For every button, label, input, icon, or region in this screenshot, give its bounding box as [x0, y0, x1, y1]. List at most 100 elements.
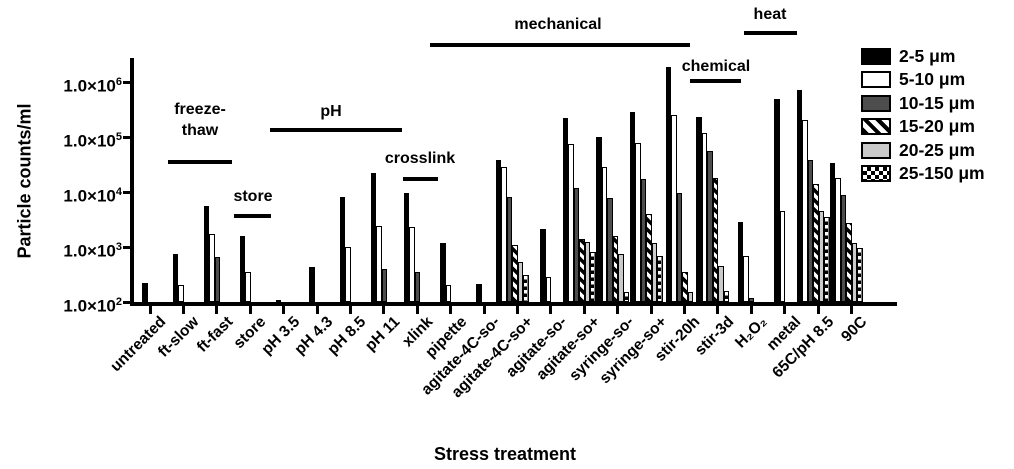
bar-cluster: [172, 253, 184, 302]
x-tick-mark: [515, 305, 519, 314]
legend-row: 20-25 μm: [861, 140, 985, 160]
bar: [339, 197, 346, 302]
y-tick-label: 1.0×102: [63, 296, 122, 316]
bar: [623, 292, 630, 302]
y-tick-mark: [123, 300, 130, 304]
bar: [601, 167, 608, 302]
x-axis-line: [130, 302, 897, 306]
y-tick-mark: [123, 190, 130, 194]
bar: [779, 211, 786, 302]
bar: [651, 242, 657, 302]
x-tick-mark: [682, 305, 686, 314]
x-tick-mark: [315, 305, 319, 314]
y-tick-mark: [123, 80, 130, 84]
bar-cluster: [540, 229, 552, 302]
y-tick-label: 1.0×105: [63, 131, 122, 151]
x-tick-mark: [716, 305, 720, 314]
bar: [829, 162, 836, 302]
bar-cluster: [737, 222, 755, 302]
bar: [743, 255, 749, 302]
bar: [275, 299, 282, 302]
bar-cluster: [370, 173, 388, 302]
x-tick-mark: [649, 305, 653, 314]
bar: [495, 160, 502, 302]
bar: [381, 268, 388, 302]
bar: [376, 226, 382, 302]
bar: [618, 253, 624, 302]
bar: [239, 235, 246, 302]
legend-swatch-diagonal-stripes: [861, 118, 891, 135]
legend-label: 25-150 μm: [899, 163, 985, 183]
bar: [245, 272, 251, 302]
bar: [540, 229, 546, 302]
legend-label: 5-10 μm: [899, 69, 966, 89]
x-tick-mark: [181, 305, 185, 314]
bar: [607, 197, 613, 302]
bar: [701, 132, 708, 302]
bar: [440, 242, 446, 302]
bar: [214, 257, 221, 302]
bar: [612, 235, 619, 302]
x-tick-mark: [348, 305, 352, 314]
group-underline: [430, 43, 690, 47]
bar: [579, 238, 585, 302]
bar: [590, 252, 596, 302]
bar-cluster: [339, 197, 351, 302]
group-underline: [168, 160, 232, 164]
group-label: mechanical: [514, 16, 602, 33]
bar: [209, 234, 215, 302]
bar: [523, 274, 529, 302]
x-tick-mark: [582, 305, 586, 314]
bar: [737, 222, 744, 302]
bar-cluster: [142, 283, 148, 302]
bar: [687, 292, 694, 302]
bar: [835, 177, 841, 302]
legend-row: 2-5 μm: [861, 46, 985, 66]
bar: [640, 179, 646, 302]
bar: [370, 173, 377, 302]
bar: [802, 120, 808, 302]
bar: [665, 66, 672, 302]
bar: [517, 262, 524, 302]
group-label: crosslink: [384, 150, 456, 167]
bar: [676, 193, 683, 302]
bar: [345, 247, 351, 302]
x-tick-mark: [382, 305, 386, 314]
bar: [445, 285, 452, 302]
y-tick-label: 1.0×104: [63, 186, 122, 206]
group-underline: [234, 214, 271, 218]
bar-cluster: [829, 162, 863, 302]
group-underline: [403, 177, 438, 181]
bar: [840, 194, 847, 302]
bar: [596, 137, 602, 302]
x-tick-mark: [148, 305, 152, 314]
y-axis-line: [130, 58, 134, 305]
bar-cluster: [275, 299, 282, 302]
group-underline: [744, 31, 797, 35]
bar-cluster: [665, 66, 694, 302]
x-tick-mark: [749, 305, 753, 314]
bar: [562, 118, 569, 302]
bar-cluster: [596, 137, 630, 302]
bar: [142, 283, 148, 302]
legend-swatch-white: [861, 71, 891, 88]
bar-cluster: [203, 206, 221, 302]
bar: [629, 112, 635, 302]
x-tick-mark: [849, 305, 853, 314]
bar: [501, 167, 507, 302]
legend-row: 5-10 μm: [861, 69, 985, 89]
bar: [545, 277, 552, 302]
bar: [584, 241, 591, 302]
bar: [573, 187, 580, 302]
bar: [568, 144, 574, 302]
group-underline: [270, 128, 402, 132]
x-tick-mark: [449, 305, 453, 314]
bar: [671, 115, 677, 302]
bar: [409, 227, 415, 302]
x-tick-mark: [549, 305, 553, 314]
bar: [657, 255, 663, 302]
legend: 2-5 μm 5-10 μm 10-15 μm 15-20 μm 20-25 μm 25-…: [861, 46, 985, 188]
legend-row: 25-150 μm: [861, 163, 985, 183]
bar: [718, 266, 724, 302]
bar: [807, 160, 813, 302]
